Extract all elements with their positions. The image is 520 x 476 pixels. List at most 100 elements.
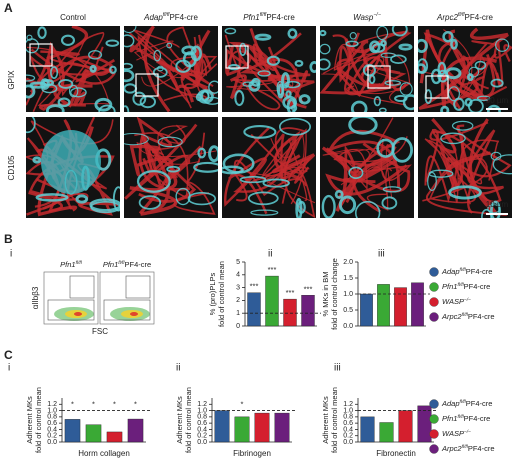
y-axis-label: fold of control mean xyxy=(34,387,43,453)
megakaryocyte xyxy=(201,90,210,102)
legend-swatch xyxy=(429,282,439,292)
significance: *** xyxy=(268,265,277,274)
genotype-sup: fl/fl xyxy=(163,12,170,18)
megakaryocyte xyxy=(490,78,504,88)
megakaryocyte xyxy=(32,156,42,164)
genotype-sup: −/− xyxy=(373,12,381,18)
bar xyxy=(254,412,270,443)
y-tick-label: 0.4 xyxy=(343,426,353,433)
megakaryocyte xyxy=(286,98,297,112)
megakaryocyte xyxy=(37,26,47,40)
megakaryocyte xyxy=(418,58,429,74)
bar xyxy=(411,282,424,327)
genotype-sup: fl/fl xyxy=(458,12,465,18)
y-tick-label: 0.4 xyxy=(47,426,57,433)
bar xyxy=(398,410,413,443)
megakaryocyte xyxy=(124,69,135,83)
zoom-box xyxy=(367,65,391,89)
y-axis-label: Adherent MKs xyxy=(321,396,330,444)
gene-name: WASP xyxy=(442,429,464,438)
megakaryocyte xyxy=(345,40,359,47)
stain-label: CD105 xyxy=(7,155,16,180)
megakaryocyte xyxy=(152,66,168,78)
megakaryocyte xyxy=(89,198,120,212)
significance: *** xyxy=(286,288,295,297)
zoom-box xyxy=(29,43,53,67)
legend-swatch xyxy=(429,297,439,307)
megakaryocyte xyxy=(89,64,97,73)
label-suffix: PF4-cre xyxy=(464,414,491,423)
megakaryocyte xyxy=(295,197,303,218)
gene-name: Pfn1 xyxy=(442,282,457,291)
legend-label: WASP−/− xyxy=(442,297,471,306)
column-title: Wasp−/− xyxy=(353,12,381,22)
megakaryocyte xyxy=(26,38,40,54)
megakaryocyte xyxy=(105,39,120,47)
megakaryocyte xyxy=(490,151,502,161)
megakaryocyte xyxy=(451,120,474,131)
y-tick-label: 0 xyxy=(236,323,240,330)
x-axis-label: Horm collagen xyxy=(78,449,130,458)
genotype-sup: fl/fl xyxy=(260,12,267,18)
megakaryocyte xyxy=(222,153,255,174)
megakaryocyte xyxy=(208,80,218,94)
vessel xyxy=(133,40,203,87)
y-tick-label: 1.5 xyxy=(343,275,353,282)
flow-axis-label: FSC xyxy=(92,327,108,336)
megakaryocyte xyxy=(40,78,50,90)
megakaryocyte xyxy=(26,34,33,41)
megakaryocyte xyxy=(208,145,218,163)
megakaryocyte xyxy=(239,175,267,184)
megakaryocyte xyxy=(287,28,298,39)
megakaryocyte xyxy=(437,61,447,76)
megakaryocyte xyxy=(487,104,501,112)
legend-label: WASP−/− xyxy=(442,429,471,438)
genotype-sup: fl/fl xyxy=(460,267,467,273)
legend-swatch xyxy=(429,312,439,322)
y-tick-label: 0.6 xyxy=(343,420,353,427)
megakaryocyte xyxy=(349,32,357,40)
genotype-sup: fl/fl xyxy=(460,399,467,405)
bar xyxy=(360,416,375,443)
label-suffix: PF4-cre xyxy=(466,267,493,276)
megakaryocyte xyxy=(390,54,407,64)
megakaryocyte xyxy=(382,186,402,193)
gene-name: WASP xyxy=(442,297,464,306)
megakaryocyte xyxy=(453,97,465,111)
megakaryocyte xyxy=(98,104,116,112)
y-tick-label: 0.8 xyxy=(47,414,57,421)
genotype-sup: fl/fl xyxy=(462,444,469,450)
megakaryocyte xyxy=(124,34,135,48)
y-tick-label: 2 xyxy=(236,297,240,304)
y-tick-label: 4 xyxy=(236,272,240,279)
label-text: Control xyxy=(60,13,86,22)
y-tick-label: 0.8 xyxy=(343,414,353,421)
bar xyxy=(274,412,290,443)
y-axis-label: Adherent MKs xyxy=(175,396,184,444)
micrograph xyxy=(320,117,414,218)
y-tick-label: 5 xyxy=(236,259,240,266)
megakaryocyte xyxy=(284,80,301,89)
megakaryocyte xyxy=(418,38,428,53)
micrograph xyxy=(26,26,120,112)
legend-swatch xyxy=(429,444,439,454)
vessel xyxy=(440,70,508,108)
vessel xyxy=(30,48,116,85)
megakaryocyte xyxy=(247,191,279,206)
column-title: Arpc2fl/flPF4-cre xyxy=(436,12,494,22)
legend-swatch xyxy=(429,399,439,409)
megakaryocyte xyxy=(166,42,173,49)
megakaryocyte xyxy=(495,38,510,52)
megakaryocyte xyxy=(442,30,454,43)
y-axis-label: fold of control change xyxy=(330,258,339,330)
megakaryocyte xyxy=(474,60,487,70)
megakaryocyte xyxy=(466,73,474,82)
gene-name: Adap xyxy=(143,13,163,22)
gene-name: Adap xyxy=(441,267,460,276)
genotype-sup: fl/fl xyxy=(462,312,469,318)
megakaryocyte xyxy=(490,200,501,218)
megakaryocyte xyxy=(320,29,327,37)
significance: *** xyxy=(250,282,259,291)
megakaryocyte xyxy=(228,64,241,71)
